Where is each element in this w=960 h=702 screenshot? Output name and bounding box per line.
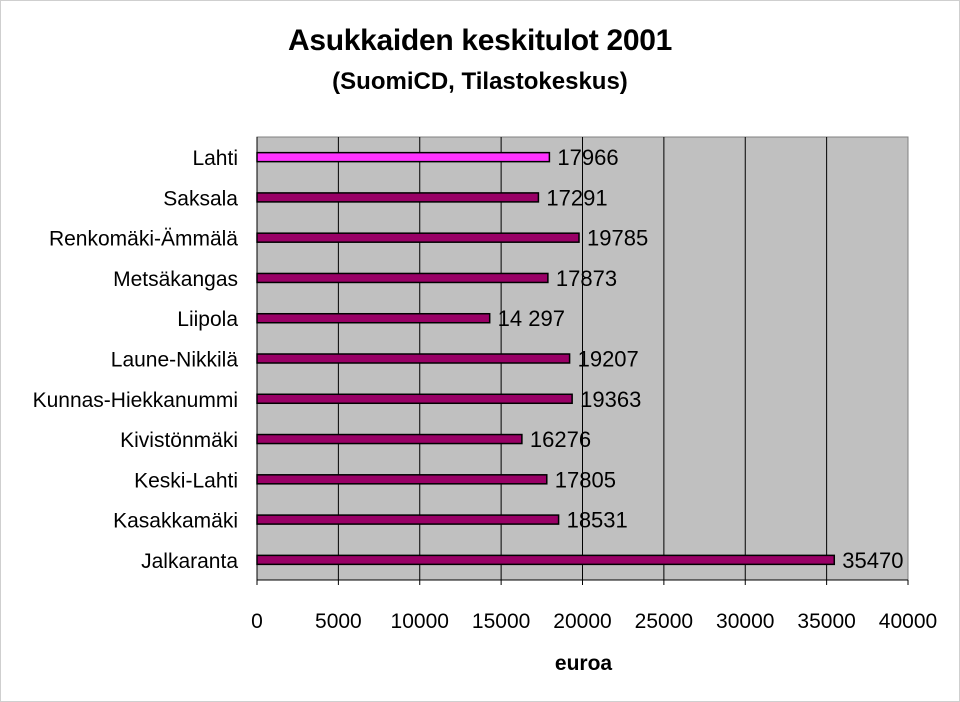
x-axis-label: euroa	[555, 652, 613, 675]
bar	[256, 192, 540, 203]
category-label: Metsäkangas	[113, 268, 238, 291]
x-tick-label: 30000	[716, 610, 774, 633]
category-label: Renkomäki-Ämmälä	[49, 228, 238, 251]
bar	[256, 393, 573, 405]
category-label: Liipola	[177, 308, 238, 331]
category-labels: Lahti Saksala Renkomäki-Ämmälä Metsäkangas L…	[33, 147, 239, 573]
bar	[256, 272, 549, 284]
data-label: 17966	[557, 145, 618, 170]
x-tick-label: 20000	[553, 610, 611, 633]
x-tick-label: 10000	[391, 610, 449, 633]
data-label: 19363	[580, 387, 641, 412]
x-tick-labels: 0 5000 10000 15000 20000 25000 30000 35000 40000	[251, 610, 937, 633]
data-label: 19785	[587, 226, 648, 251]
bar	[256, 554, 836, 566]
chart-subtitle: (SuomiCD, Tilastokeskus)	[332, 68, 628, 95]
bar	[256, 433, 523, 445]
category-label: Lahti	[192, 147, 238, 170]
bar	[256, 514, 560, 525]
data-label: 18531	[567, 508, 628, 533]
category-label: Keski-Lahti	[134, 469, 238, 492]
bar	[256, 312, 491, 324]
x-tick-label: 5000	[315, 610, 362, 633]
x-tick-label: 0	[251, 610, 263, 633]
category-label: Saksala	[163, 187, 238, 210]
data-label: 14 297	[498, 306, 565, 331]
data-label: 16276	[530, 427, 591, 452]
data-label: 17805	[555, 467, 616, 492]
category-label: Kunnas-Hiekkanummi	[33, 389, 238, 412]
category-label: Kivistönmäki	[120, 429, 238, 452]
bar	[256, 232, 580, 243]
category-label: Jalkaranta	[141, 550, 238, 573]
x-tick-label: 40000	[879, 610, 937, 633]
category-label: Kasakkamäki	[113, 510, 238, 533]
data-label: 17873	[556, 266, 617, 291]
x-tick-label: 35000	[797, 610, 855, 633]
data-label: 17291	[546, 185, 607, 210]
data-label: 35470	[842, 548, 903, 573]
data-labels: 17966 17291 19785 17873 14 297 19207 19363 1627…	[498, 145, 904, 573]
category-label: Laune-Nikkilä	[111, 349, 239, 372]
bar	[256, 151, 551, 163]
bar	[256, 474, 548, 485]
chart-title: Asukkaiden keskitulot 2001	[287, 24, 673, 57]
bars	[256, 151, 836, 566]
x-tick-label: 25000	[635, 610, 693, 633]
x-tick-label: 15000	[472, 610, 530, 633]
data-label: 19207	[578, 347, 639, 372]
bar	[256, 353, 571, 364]
